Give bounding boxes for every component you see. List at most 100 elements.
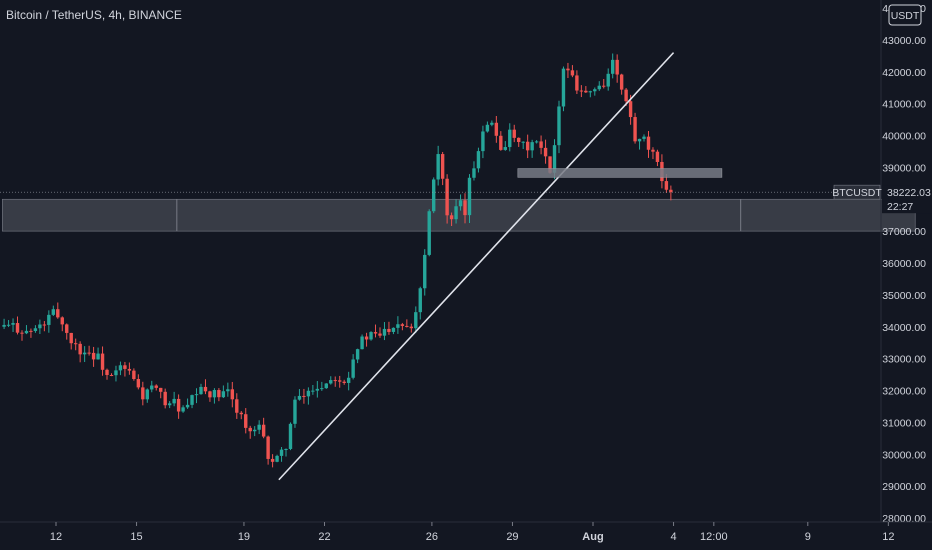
candle-body bbox=[235, 399, 239, 413]
price-tick-label: 43000.00 bbox=[882, 35, 926, 47]
candle-body bbox=[646, 136, 651, 150]
currency-badge-label: USDT bbox=[891, 10, 920, 22]
price-text: 38222.03 bbox=[887, 187, 931, 199]
candle-body bbox=[454, 206, 458, 220]
price-tick-label: 42000.00 bbox=[882, 67, 926, 79]
price-tick-label: 40000.00 bbox=[882, 131, 926, 143]
candle-body bbox=[69, 332, 73, 344]
candle-body bbox=[212, 390, 217, 398]
candle-body bbox=[508, 129, 512, 148]
time-tick-label: 12 bbox=[50, 531, 62, 543]
time-axis[interactable]: 12 15 19 22 26 29 Aug 4 12:00 9 12 bbox=[50, 522, 895, 543]
candle-body bbox=[199, 386, 203, 395]
candle-body bbox=[360, 336, 364, 350]
candle-body bbox=[615, 59, 619, 75]
candle-body bbox=[490, 122, 494, 125]
candle-body bbox=[481, 131, 485, 152]
candle-body bbox=[597, 85, 601, 90]
candle-body bbox=[230, 389, 235, 400]
candle-body bbox=[449, 215, 454, 220]
candle-body bbox=[167, 403, 172, 406]
candle-body bbox=[20, 332, 24, 334]
candle-body bbox=[651, 149, 655, 152]
candle-body bbox=[463, 200, 467, 216]
candle-body bbox=[270, 458, 275, 462]
time-tick-label: 15 bbox=[130, 531, 142, 543]
candle-body bbox=[445, 178, 449, 216]
candle-body bbox=[2, 324, 6, 327]
candle-body bbox=[557, 106, 561, 146]
candle-body bbox=[436, 154, 440, 180]
candle-body bbox=[624, 89, 628, 102]
candle-body bbox=[185, 404, 190, 408]
candle-body bbox=[342, 381, 346, 383]
candle-body bbox=[431, 179, 436, 212]
time-tick-label: 4 bbox=[670, 531, 676, 543]
candle-body bbox=[610, 59, 615, 74]
candle-body bbox=[530, 142, 534, 151]
candle-body bbox=[172, 398, 176, 404]
candle-body bbox=[324, 383, 328, 389]
time-tick-label: 9 bbox=[805, 531, 811, 543]
candle-body bbox=[346, 377, 351, 383]
candle-body bbox=[65, 324, 69, 333]
candle-body bbox=[257, 424, 261, 430]
candle-body bbox=[409, 326, 414, 329]
candle-body bbox=[338, 380, 342, 382]
candle-body bbox=[275, 455, 279, 462]
candle-body bbox=[109, 374, 114, 376]
candle-body bbox=[405, 325, 409, 327]
candle-body bbox=[391, 327, 396, 332]
candle-body bbox=[396, 324, 400, 328]
candle-body bbox=[320, 388, 324, 390]
support-zone-rect bbox=[1, 198, 916, 232]
symbol-title[interactable]: Bitcoin / TetherUS, 4h, BINANCE bbox=[6, 8, 182, 22]
candle-body bbox=[293, 399, 297, 424]
candle-body bbox=[261, 424, 266, 437]
candle-body bbox=[333, 380, 337, 382]
candle-body bbox=[239, 412, 243, 415]
candle-body bbox=[266, 436, 270, 459]
candle-body bbox=[87, 352, 91, 354]
candle-body bbox=[51, 309, 56, 315]
candle-body bbox=[311, 390, 315, 392]
time-tick-label: 22 bbox=[318, 531, 330, 543]
candle-body bbox=[669, 189, 673, 193]
candle-body bbox=[427, 211, 431, 255]
price-tick-label: 36000.00 bbox=[882, 258, 926, 270]
price-tick-label: 30000.00 bbox=[882, 449, 926, 461]
candle-body bbox=[378, 333, 382, 336]
currency-badge[interactable]: USDT bbox=[888, 4, 922, 26]
candle-body bbox=[521, 141, 525, 143]
candle-body bbox=[642, 136, 646, 139]
support-zone bbox=[1, 198, 916, 232]
candle-body bbox=[284, 448, 288, 450]
candle-body bbox=[414, 312, 418, 329]
candle-body bbox=[302, 395, 306, 397]
candle-body bbox=[244, 414, 248, 428]
candle-body bbox=[150, 385, 154, 390]
candle-body bbox=[561, 68, 566, 107]
price-tick-label: 33000.00 bbox=[882, 354, 926, 366]
candle-body bbox=[512, 129, 516, 138]
candle-body bbox=[588, 91, 593, 93]
ticker-text: BTCUSDT bbox=[832, 187, 882, 199]
candle-body bbox=[579, 90, 584, 92]
candle-body bbox=[364, 336, 369, 340]
trendline[interactable] bbox=[278, 52, 675, 481]
candle-body bbox=[181, 407, 185, 412]
resistance-bar[interactable] bbox=[517, 168, 723, 178]
candle-body bbox=[570, 70, 575, 76]
candle-body bbox=[552, 145, 557, 173]
time-tick-label: 26 bbox=[426, 531, 438, 543]
candle-body bbox=[637, 138, 642, 142]
candle-body bbox=[494, 122, 499, 136]
candle-body bbox=[221, 391, 226, 398]
candle-body bbox=[467, 177, 472, 216]
candle-body bbox=[82, 352, 87, 355]
candle-body bbox=[163, 391, 167, 406]
candle-body bbox=[38, 324, 42, 329]
candle-body bbox=[11, 323, 15, 325]
